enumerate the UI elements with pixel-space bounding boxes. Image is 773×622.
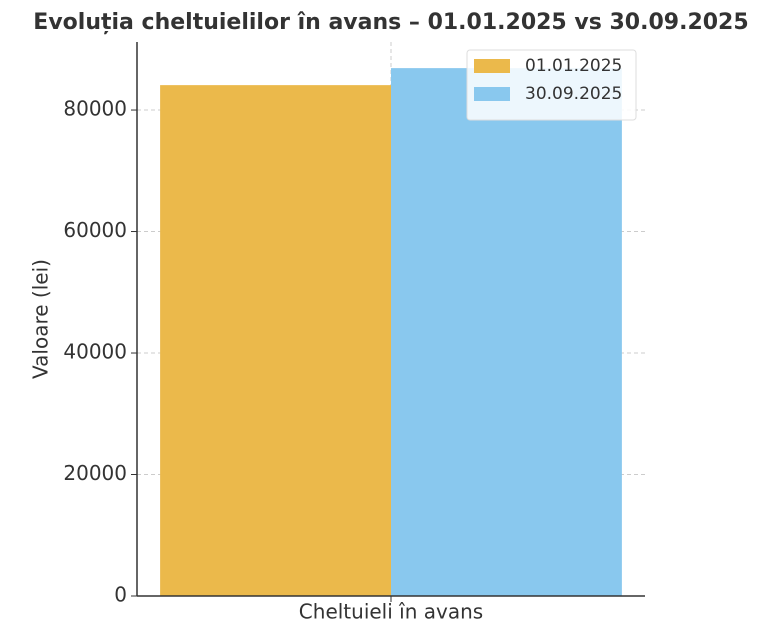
legend-swatch	[474, 87, 510, 101]
y-axis-label: Valoare (lei)	[29, 259, 53, 379]
y-tick-label: 60000	[63, 218, 127, 242]
legend-label: 01.01.2025	[525, 56, 622, 76]
bar	[391, 68, 622, 597]
legend-label: 30.09.2025	[525, 84, 622, 104]
y-tick-label: 40000	[63, 340, 127, 364]
bar	[160, 85, 391, 596]
y-tick-label: 80000	[63, 97, 127, 121]
x-tick-label: Cheltuieli în avans	[299, 600, 483, 622]
y-tick-label: 0	[114, 583, 127, 607]
chart-title: Evoluția cheltuielilor în avans – 01.01.…	[33, 10, 748, 35]
legend-swatch	[474, 59, 510, 73]
y-tick-label: 20000	[63, 461, 127, 485]
